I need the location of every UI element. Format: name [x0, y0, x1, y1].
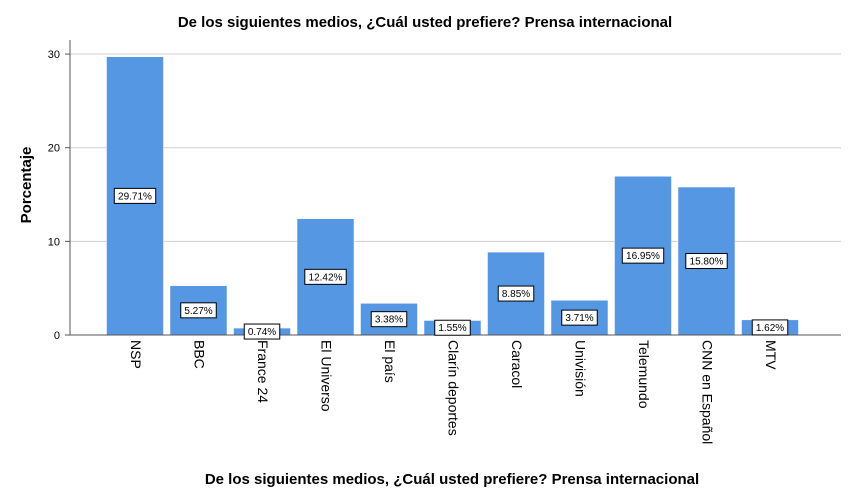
- y-tick-label: 20: [48, 143, 60, 155]
- data-label-box: [621, 247, 665, 264]
- data-label: 16.95%: [621, 247, 665, 264]
- data-label: 5.27%: [180, 302, 217, 319]
- y-tick-label: 30: [48, 49, 60, 61]
- x-category-label: MTV: [763, 340, 779, 370]
- data-label-box: [304, 268, 347, 285]
- data-label-text: 15.80%: [690, 257, 724, 268]
- data-label: 15.80%: [685, 253, 728, 270]
- data-label-text: 5.27%: [184, 306, 212, 317]
- x-category-label: France 24: [255, 340, 271, 403]
- data-label: 1.62%: [751, 319, 789, 336]
- bars: [106, 56, 799, 336]
- data-label-text: 3.71%: [565, 313, 593, 324]
- x-category-label: NSP: [128, 340, 144, 369]
- data-label-text: 29.71%: [118, 191, 152, 202]
- data-label-text: 8.85%: [502, 289, 530, 300]
- x-category-label: Telemundo: [636, 340, 652, 409]
- data-label-text: 16.95%: [626, 251, 660, 262]
- x-axis-title: De los siguientes medios, ¿Cuál usted pr…: [205, 471, 699, 488]
- data-labels: 29.71% 5.27% 0.74% 12.42% 3.38% 1.55% 8.85% 3.7…: [113, 187, 789, 340]
- data-label-text: 1.55%: [438, 323, 466, 334]
- data-label-box: [370, 311, 408, 328]
- x-category-label: CNN en Español: [700, 340, 716, 444]
- data-label-box: [180, 302, 217, 319]
- data-label-box: [434, 319, 471, 336]
- data-label-text: 0.74%: [248, 327, 276, 338]
- data-label: 3.38%: [370, 311, 408, 328]
- y-axis-title: Porcentaje: [18, 147, 35, 224]
- data-label: 12.42%: [304, 268, 347, 285]
- y-axis-ticks: 0 10 20 30: [48, 49, 70, 342]
- x-category-label: El país: [382, 340, 398, 383]
- data-label-text: 12.42%: [309, 272, 343, 283]
- x-category-label: El Universo: [319, 340, 335, 412]
- data-label-box: [497, 285, 535, 302]
- x-category-label: Clarín deportes: [446, 340, 462, 436]
- data-label-box: [243, 323, 281, 340]
- y-tick-label: 10: [48, 236, 60, 248]
- data-label: 0.74%: [243, 323, 281, 340]
- x-category-label: Univisión: [573, 340, 589, 397]
- data-label: 8.85%: [497, 285, 535, 302]
- data-label-box: [561, 309, 598, 326]
- data-label-box: [113, 187, 157, 204]
- y-tick-label: 0: [54, 330, 60, 342]
- chart-title: De los siguientes medios, ¿Cuál usted pr…: [178, 14, 672, 31]
- data-label-text: 3.38%: [375, 315, 403, 326]
- x-category-label: BBC: [192, 340, 208, 369]
- data-label: 29.71%: [113, 187, 157, 204]
- data-label-box: [685, 253, 728, 270]
- data-label-box: [751, 319, 789, 336]
- data-label: 3.71%: [561, 309, 598, 326]
- x-axis-categories: NSP BBC France 24 El Universo El país Clarín …: [128, 340, 779, 444]
- data-label: 1.55%: [434, 319, 471, 336]
- data-label-text: 1.62%: [756, 323, 784, 334]
- x-category-label: Caracol: [509, 340, 525, 388]
